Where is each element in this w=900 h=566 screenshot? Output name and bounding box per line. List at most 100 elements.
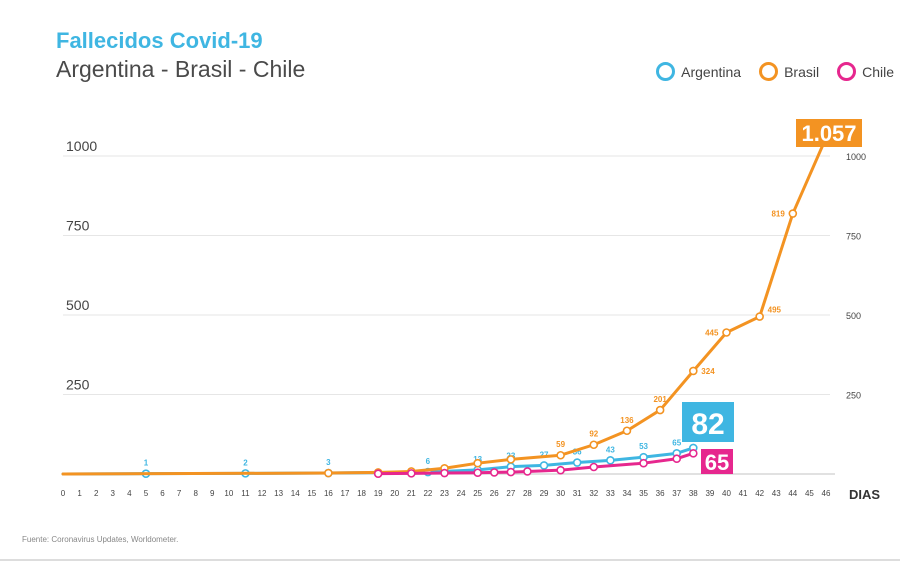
x-tick-label: 0 (61, 489, 66, 498)
x-tick-label: 39 (705, 489, 714, 498)
x-tick-label: 12 (258, 489, 267, 498)
x-tick-label: 41 (739, 489, 748, 498)
y-tick-label-right: 750 (846, 232, 861, 242)
x-tick-label: 22 (423, 489, 432, 498)
x-tick-label: 35 (639, 489, 648, 498)
x-tick-label: 20 (390, 489, 399, 498)
x-tick-label: 26 (490, 489, 499, 498)
callout-value-brasil: 1.057 (801, 121, 856, 146)
data-label-brasil: 819 (771, 210, 785, 219)
bottom-divider (0, 559, 900, 561)
x-tick-label: 21 (407, 489, 416, 498)
callout-box-chile (701, 449, 733, 474)
x-tick-label: 45 (805, 489, 814, 498)
final-value-callout-brasil: 1.057 (796, 119, 862, 147)
y-tick-label-right: 250 (846, 391, 861, 401)
data-label-brasil: 59 (556, 440, 565, 449)
x-tick-label: 42 (755, 489, 764, 498)
data-point-brasil (722, 328, 731, 337)
x-tick-label: 24 (457, 489, 466, 498)
series-line-chile (376, 451, 695, 476)
data-point-chile (672, 454, 682, 464)
data-point-brasil (324, 468, 333, 478)
x-tick-label: 31 (573, 489, 582, 498)
y-tick-label-left: 250 (66, 377, 90, 393)
data-label-brasil: 445 (705, 328, 719, 337)
data-point-chile (689, 449, 698, 458)
legend-label-brasil: Brasil (784, 63, 820, 80)
x-tick-label: 46 (822, 489, 831, 498)
data-point-brasil (655, 405, 665, 415)
data-point-brasil (589, 440, 599, 450)
x-tick-label: 10 (224, 489, 233, 498)
y-tick-label-left: 500 (66, 297, 90, 313)
data-point-chile (589, 462, 599, 472)
x-tick-label: 34 (623, 489, 632, 498)
legend: Argentina Brasil Chile (656, 62, 894, 81)
chart-subtitle: Argentina - Brasil - Chile (56, 56, 306, 82)
gridlines (63, 155, 830, 395)
x-tick-label: 33 (606, 489, 615, 498)
data-label-brasil: 495 (768, 306, 782, 315)
data-point-brasil (622, 426, 632, 436)
source-note: Fuente: Coronavirus Updates, Worldometer… (22, 535, 179, 544)
data-point-chile (639, 458, 648, 468)
x-tick-label: 19 (374, 489, 383, 498)
data-point-argentina (539, 461, 549, 470)
final-value-callout-chile: 65 (701, 449, 733, 475)
y-tick-label-left: 1000 (66, 138, 97, 154)
data-point-brasil (689, 366, 698, 376)
x-tick-label: 4 (127, 489, 132, 498)
legend-label-argentina: Argentina (681, 63, 742, 80)
data-point-chile (373, 469, 383, 478)
data-label-argentina: 3 (326, 458, 331, 467)
x-tick-label: 28 (523, 489, 532, 498)
x-tick-label: 40 (722, 489, 731, 498)
x-tick-label: 17 (341, 489, 350, 498)
series-line-brasil (61, 136, 828, 476)
x-tick-label: 13 (274, 489, 283, 498)
data-point-chile (473, 468, 482, 478)
data-point-brasil (755, 312, 764, 321)
legend-item-brasil[interactable]: Brasil (759, 62, 819, 81)
data-label-brasil: 136 (620, 416, 634, 425)
data-point-chile (407, 469, 416, 478)
x-tick-label: 43 (772, 489, 781, 498)
x-tick-label: 38 (689, 489, 698, 498)
data-label-argentina: 36 (573, 448, 582, 457)
x-tick-label: 11 (241, 489, 250, 498)
x-tick-label: 37 (672, 489, 681, 498)
x-tick-label: 27 (506, 489, 515, 498)
legend-swatch-chile (837, 62, 857, 81)
callout-box-argentina (682, 402, 734, 442)
x-tick-label: 36 (656, 489, 665, 498)
data-label-argentina: 27 (540, 450, 549, 459)
y-tick-label-right: 500 (846, 311, 861, 321)
data-point-chile (556, 465, 565, 475)
x-tick-label: 44 (788, 489, 797, 498)
data-point-brasil (788, 209, 798, 218)
x-tick-label: 29 (540, 489, 549, 498)
x-tick-label: 14 (291, 489, 300, 498)
x-tick-label: 32 (589, 489, 598, 498)
x-tick-label: 5 (144, 489, 149, 498)
x-axis-label: DIAS (849, 487, 880, 502)
data-point-argentina (572, 458, 582, 467)
legend-swatch-argentina (656, 62, 676, 81)
callout-value-argentina: 82 (691, 408, 724, 441)
x-tick-label: 6 (160, 489, 165, 498)
legend-item-chile[interactable]: Chile (837, 62, 894, 81)
data-label-brasil: 324 (701, 367, 715, 376)
final-value-callout-argentina: 82 (682, 402, 734, 442)
x-tick-label: 30 (556, 489, 565, 498)
x-tick-label: 3 (111, 489, 116, 498)
legend-item-argentina[interactable]: Argentina (656, 62, 741, 81)
x-tick-label: 2 (94, 489, 99, 498)
data-label-brasil: 92 (589, 430, 598, 439)
x-tick-label: 8 (193, 489, 198, 498)
data-label-argentina: 43 (606, 445, 615, 454)
data-label-argentina: 53 (639, 442, 648, 451)
x-tick-label: 9 (210, 489, 215, 498)
x-tick-label: 15 (307, 489, 316, 498)
data-point-argentina (606, 456, 615, 465)
